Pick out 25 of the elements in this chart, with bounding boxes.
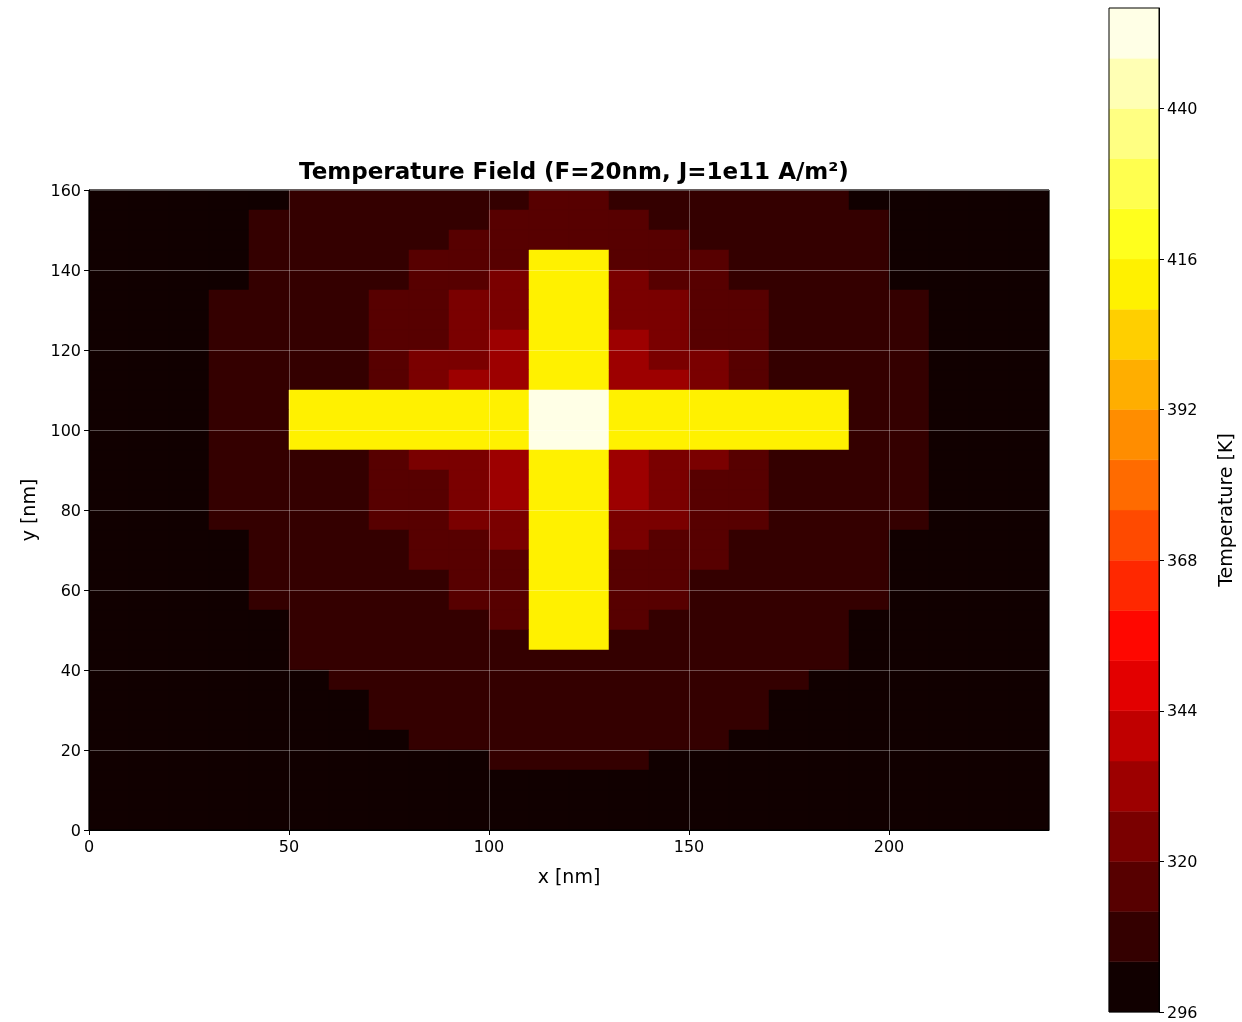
- x-axis-title: x [nm]: [537, 864, 601, 887]
- y-tick-label: 140: [50, 260, 81, 280]
- y-tick-label: 0: [70, 820, 81, 840]
- color-bar-label: 368: [1167, 550, 1198, 570]
- color-bar-label: 416: [1167, 249, 1198, 269]
- x-tick-label: 150: [673, 836, 705, 856]
- x-tick-label: 50: [278, 836, 300, 856]
- x-tick-label: 200: [873, 836, 905, 856]
- x-tick-label: 100: [473, 836, 505, 856]
- x-tick-label: 0: [83, 836, 95, 856]
- y-axis-title: y [nm]: [16, 478, 39, 542]
- color-bar-label: 296: [1167, 1002, 1198, 1022]
- y-tick-label: 40: [60, 660, 81, 680]
- y-tick-label: 160: [50, 180, 81, 200]
- color-bar-title: Temperature [K]: [1213, 433, 1236, 588]
- y-tick-label: 80: [60, 500, 81, 520]
- chart-title: Temperature Field (F=20nm, J=1e11 A/m²): [299, 157, 849, 184]
- color-bar-label: 344: [1167, 701, 1198, 721]
- color-bar-label: 440: [1167, 98, 1198, 118]
- y-tick-label: 100: [50, 420, 81, 440]
- y-tick-label: 20: [60, 740, 81, 760]
- y-tick-label: 60: [60, 580, 81, 600]
- y-tick-label: 120: [50, 340, 81, 360]
- color-bar-label: 320: [1167, 851, 1198, 871]
- color-bar-label: 392: [1167, 400, 1198, 420]
